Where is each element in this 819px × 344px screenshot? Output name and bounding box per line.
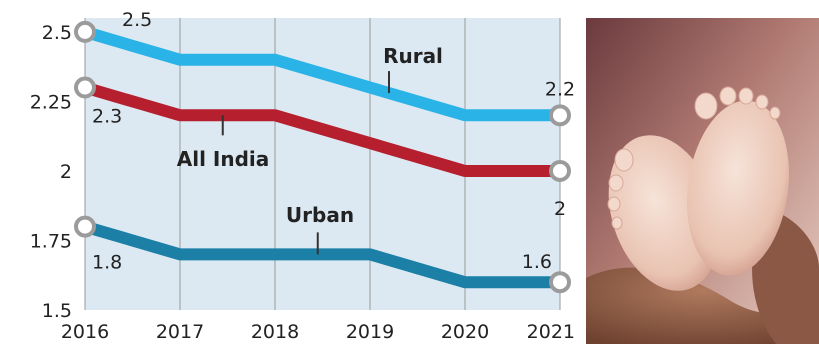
data-label: 1.8 bbox=[92, 252, 122, 274]
x-tick-label: 2016 bbox=[61, 321, 109, 343]
data-label: 2.3 bbox=[92, 106, 122, 128]
y-tick-label: 2.5 bbox=[42, 22, 72, 44]
plot-area bbox=[85, 18, 560, 310]
line-chart: 1.5 1.75 2 2.25 2.5 2016 2017 2018 2019 2020 2021… bbox=[30, 9, 575, 343]
y-tick-label: 1.5 bbox=[42, 300, 72, 322]
x-tick-label: 2020 bbox=[441, 321, 489, 343]
y-tick-label: 1.75 bbox=[30, 230, 72, 252]
series-label-rural: Rural bbox=[383, 44, 443, 68]
series-label-all-india: All India bbox=[177, 147, 270, 171]
point-marker-all-india bbox=[549, 159, 571, 182]
data-label: 1.6 bbox=[522, 251, 552, 273]
x-tick-label: 2021 bbox=[527, 321, 575, 343]
point-marker-rural bbox=[549, 104, 571, 127]
data-label: 2 bbox=[554, 198, 566, 220]
series-end-markers bbox=[74, 20, 571, 294]
y-axis-ticks: 1.5 1.75 2 2.25 2.5 bbox=[30, 22, 72, 322]
point-marker-all-india bbox=[74, 76, 96, 99]
series-labels: Rural All India Urban bbox=[177, 44, 443, 255]
data-labels: 2.5 2.2 2.3 2 1.8 1.6 bbox=[92, 9, 575, 274]
series-line-urban bbox=[79, 220, 566, 289]
point-marker-rural bbox=[74, 20, 96, 43]
x-tick-label: 2017 bbox=[156, 321, 204, 343]
point-marker-urban bbox=[549, 271, 571, 294]
data-label: 2.2 bbox=[545, 78, 575, 100]
series-label-urban: Urban bbox=[286, 203, 354, 227]
baby-feet-photo bbox=[586, 18, 819, 344]
data-label: 2.5 bbox=[122, 9, 152, 31]
y-tick-label: 2 bbox=[60, 161, 72, 183]
series-line-all-india bbox=[79, 81, 566, 177]
y-tick-label: 2.25 bbox=[30, 91, 72, 113]
point-marker-urban bbox=[74, 215, 96, 238]
x-tick-label: 2018 bbox=[251, 321, 299, 343]
x-axis-ticks: 2016 2017 2018 2019 2020 2021 bbox=[61, 321, 575, 343]
x-tick-label: 2019 bbox=[346, 321, 394, 343]
series-line-rural bbox=[79, 25, 566, 122]
series-lines bbox=[79, 25, 566, 289]
